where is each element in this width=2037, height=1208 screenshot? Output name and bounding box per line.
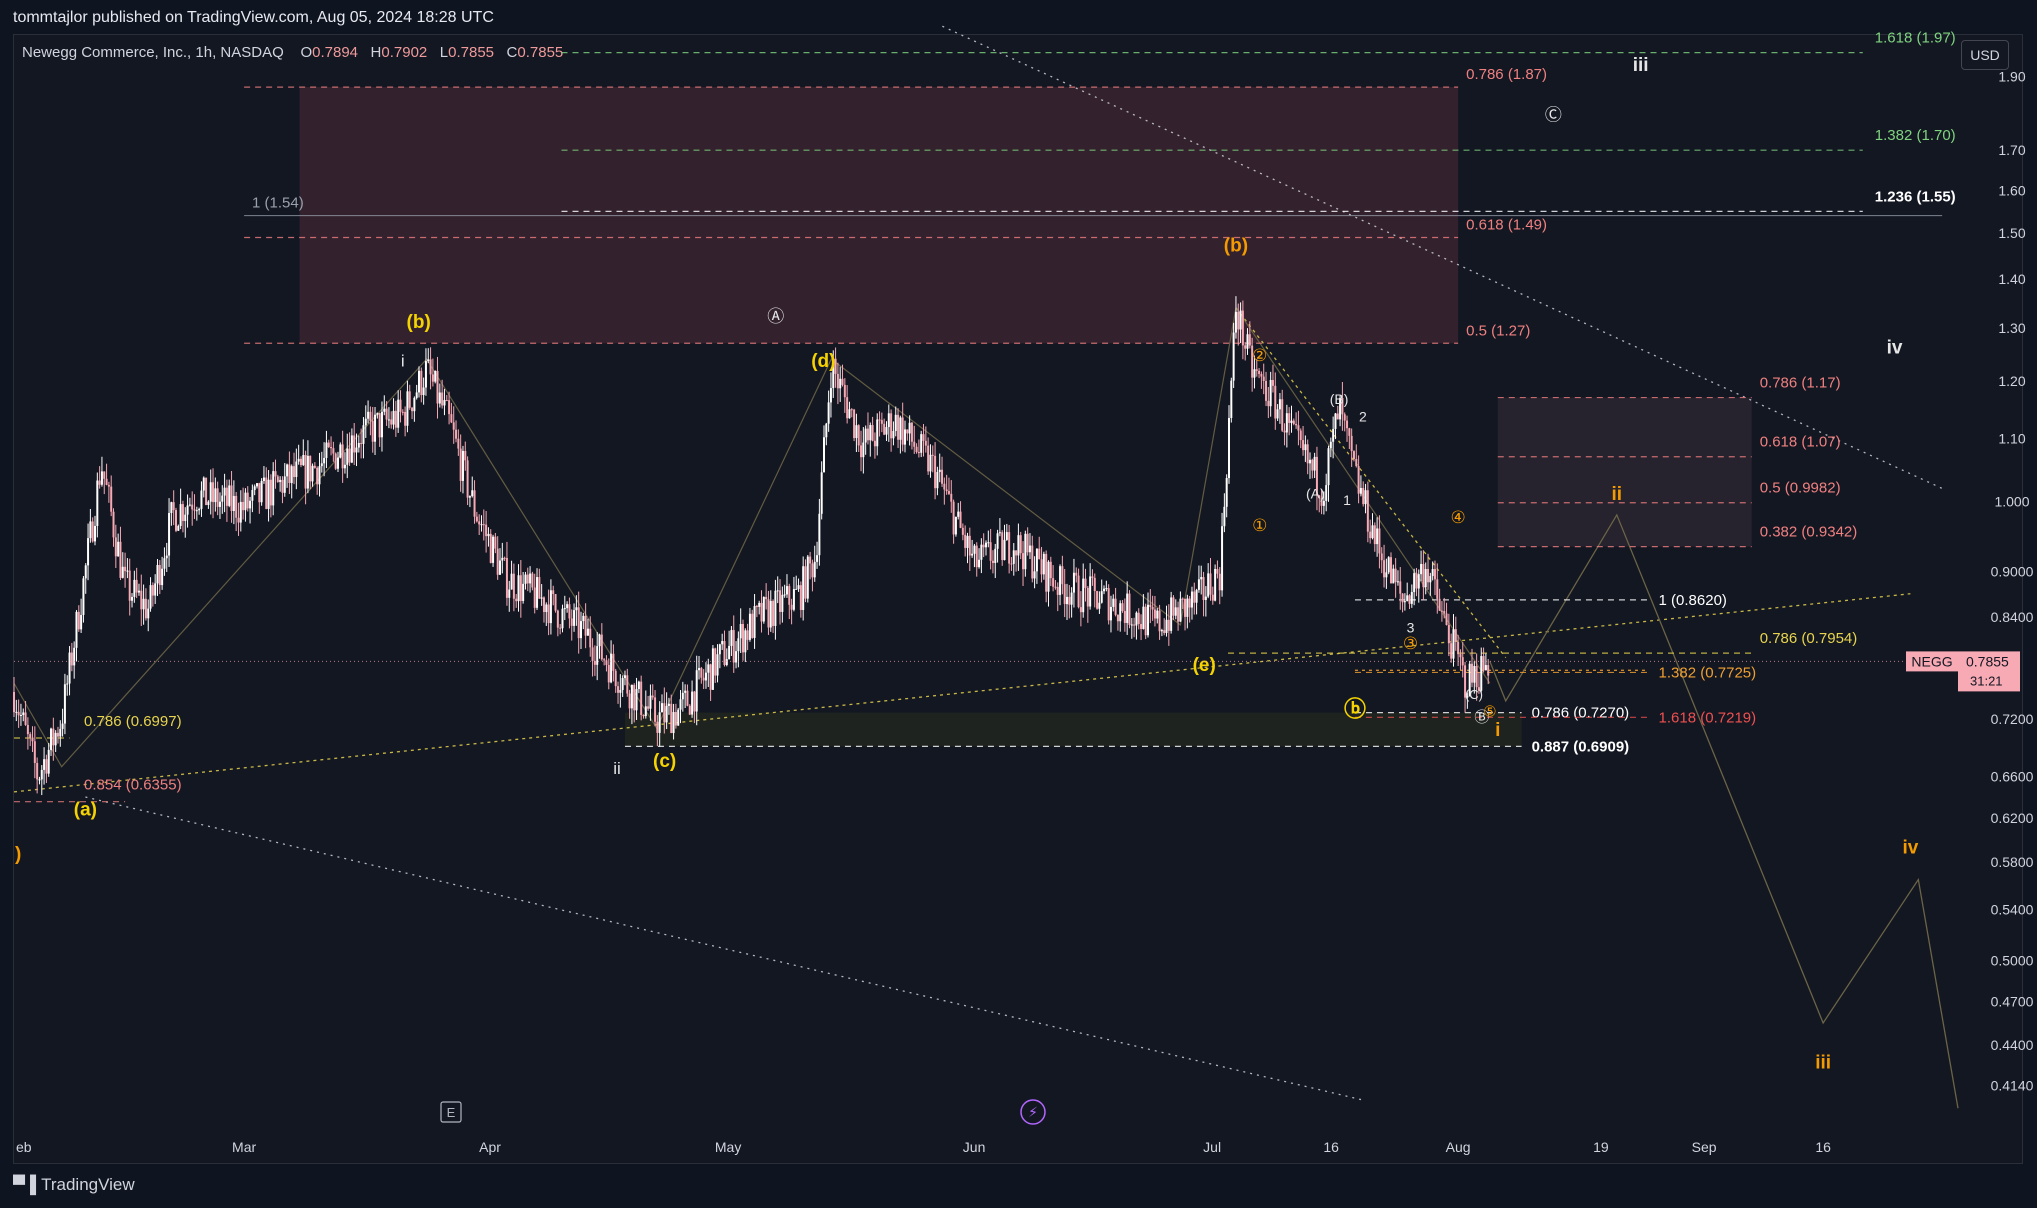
high-value: 0.7902 [381,44,428,61]
tradingview-brand-text: TradingView [41,1175,135,1194]
low-label: L [439,44,449,61]
symbol-info[interactable]: Newegg Commerce, Inc., 1h, NASDAQ [22,44,284,61]
tradingview-logo-icon: ▀▐ [13,1175,36,1194]
published-caption: tommtajlor published on TradingView.com,… [13,9,494,26]
chart-pane[interactable] [13,34,2023,1164]
open-value: 0.7894 [312,44,359,61]
low-value: 0.7855 [448,44,495,61]
tradingview-logo[interactable]: ▀▐ TradingView [13,1175,135,1195]
currency-button[interactable]: USD [1961,40,2009,70]
symbol-legend: Newegg Commerce, Inc., 1h, NASDAQ O0.789… [22,44,563,61]
close-label: C [506,44,518,61]
close-value: 0.7855 [517,44,564,61]
open-label: O [300,44,313,61]
high-label: H [370,44,382,61]
